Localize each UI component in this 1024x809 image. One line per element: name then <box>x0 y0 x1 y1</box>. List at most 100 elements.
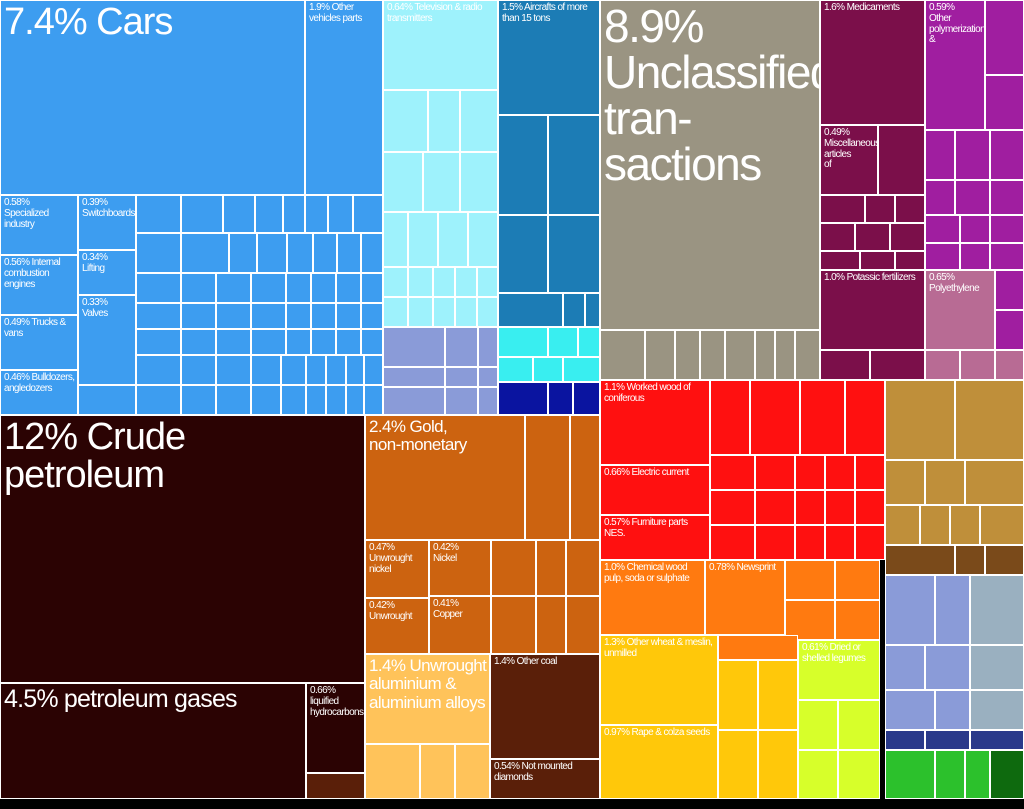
treemap-tile <box>995 310 1024 350</box>
treemap-tile <box>925 180 955 215</box>
treemap-tile <box>181 233 229 273</box>
treemap-tile <box>428 90 460 152</box>
treemap-tile <box>353 195 383 233</box>
treemap-tile <box>878 125 925 195</box>
treemap-tile <box>286 329 311 355</box>
treemap-tile <box>364 355 383 385</box>
treemap-tile <box>136 385 181 415</box>
treemap-tile <box>408 267 433 297</box>
treemap-tile <box>311 329 336 355</box>
treemap-tile <box>970 645 1024 690</box>
treemap-tile-label: 7.4% Cars <box>4 1 173 43</box>
treemap-tile <box>925 130 955 180</box>
treemap-tile-label: 12% Crude petroleum <box>4 416 186 496</box>
treemap-tile <box>838 750 880 799</box>
treemap-tile <box>491 540 536 596</box>
treemap-tile-labeled: 0.78% Newsprint <box>705 560 785 635</box>
treemap-tile <box>326 385 346 415</box>
treemap-tile <box>820 251 860 270</box>
treemap-tile <box>477 297 498 327</box>
treemap-tile <box>251 329 286 355</box>
treemap-tile-labeled: 0.42% Nickel <box>429 540 491 596</box>
treemap-tile-label: 0.34% Lifting <box>82 252 108 274</box>
treemap-tile-label: 0.66% Electric current <box>604 467 689 478</box>
treemap-tile <box>136 303 181 329</box>
treemap-tile <box>548 115 600 215</box>
treemap-tile-label: 1.1% Worked wood of coniferous <box>604 382 691 404</box>
treemap-tile <box>255 195 283 233</box>
treemap-tile <box>498 115 548 215</box>
treemap-tile <box>563 293 585 327</box>
treemap-tile-label: 0.65% Polyethylene <box>929 272 980 294</box>
treemap-tile-label: 0.54% Not mounted diamonds <box>494 761 573 783</box>
treemap-tile <box>423 152 460 212</box>
treemap-tile <box>855 223 890 251</box>
treemap-tile <box>925 215 960 243</box>
treemap-tile-label: 1.0% Potassic fertilizers <box>824 272 916 283</box>
treemap-tile <box>885 730 925 750</box>
treemap-tile-labeled: 0.33% Valves <box>78 295 136 385</box>
treemap-tile <box>995 270 1024 310</box>
treemap-tile <box>305 195 328 233</box>
treemap-tile <box>136 355 181 385</box>
treemap-tile-labeled: 0.57% Furniture parts NES. <box>600 515 710 560</box>
treemap-tile <box>700 330 725 380</box>
treemap-tile <box>990 750 1024 799</box>
treemap-tile <box>990 130 1024 180</box>
treemap-tile <box>533 357 563 382</box>
treemap-tile-label: 1.4% Other coal <box>494 656 557 667</box>
treemap-tile-labeled: 0.39% Switchboards, <box>78 195 136 250</box>
treemap-tile <box>755 330 775 380</box>
treemap-tile <box>960 350 995 380</box>
treemap-tile-labeled: 0.61% Dried or shelled legumes <box>798 640 880 700</box>
treemap-tile-labeled: 0.34% Lifting <box>78 250 136 295</box>
treemap-tile <box>438 212 468 267</box>
treemap-tile <box>478 327 498 367</box>
treemap-tile <box>361 303 383 329</box>
treemap-tile <box>935 750 965 799</box>
treemap-tile <box>361 273 383 303</box>
treemap-tile <box>491 596 536 654</box>
treemap-tile <box>181 385 216 415</box>
treemap-tile <box>566 596 600 654</box>
treemap-tile <box>920 505 950 545</box>
treemap-tile <box>460 90 498 152</box>
treemap-tile <box>885 545 955 575</box>
treemap-tile <box>361 233 383 273</box>
treemap-tile <box>775 330 795 380</box>
treemap-tile <box>925 730 970 750</box>
treemap-tile-labeled: 0.54% Not mounted diamonds <box>490 759 600 799</box>
treemap-tile <box>216 329 251 355</box>
treemap-tile <box>336 303 361 329</box>
treemap-tile <box>445 367 478 387</box>
treemap-tile-labeled: 0.66% Electric current <box>600 465 710 515</box>
treemap-tile <box>223 195 255 233</box>
treemap-tile-labeled: 0.64% Television & radio transmitters <box>383 0 498 90</box>
treemap-tile <box>216 303 251 329</box>
treemap-tile-labeled: 0.97% Rape & colza seeds <box>600 725 718 799</box>
treemap-tile-labeled: 4.5% petroleum gases <box>0 683 306 799</box>
treemap-tile <box>251 355 281 385</box>
treemap-tile-label: 0.41% Copper <box>433 598 463 620</box>
treemap-tile <box>718 635 798 660</box>
treemap-tile <box>750 380 800 455</box>
treemap-tile <box>286 273 311 303</box>
treemap-tile <box>283 195 305 233</box>
treemap-tile <box>890 223 925 251</box>
treemap-tile-label: 0.42% Nickel <box>433 542 459 564</box>
treemap-tile-labeled: 8.9% Unclassified tran-sactions <box>600 0 820 330</box>
treemap-tile <box>820 195 865 223</box>
treemap-tile <box>710 490 755 525</box>
treemap-tile <box>78 385 136 415</box>
treemap-tile-labeled: 1.4% Other coal <box>490 654 600 759</box>
treemap-tile <box>795 490 825 525</box>
treemap-tile-label: 0.56% Internal combustion engines <box>4 257 61 290</box>
treemap-tile <box>570 415 600 540</box>
treemap-tile-label: 0.78% Newsprint <box>709 562 776 573</box>
treemap-tile-labeled: 1.6% Medicaments <box>820 0 925 125</box>
treemap-tile <box>498 382 548 415</box>
treemap-tile-labeled: 0.56% Internal combustion engines <box>0 255 78 315</box>
treemap-tile <box>216 355 251 385</box>
treemap-tile <box>675 330 700 380</box>
